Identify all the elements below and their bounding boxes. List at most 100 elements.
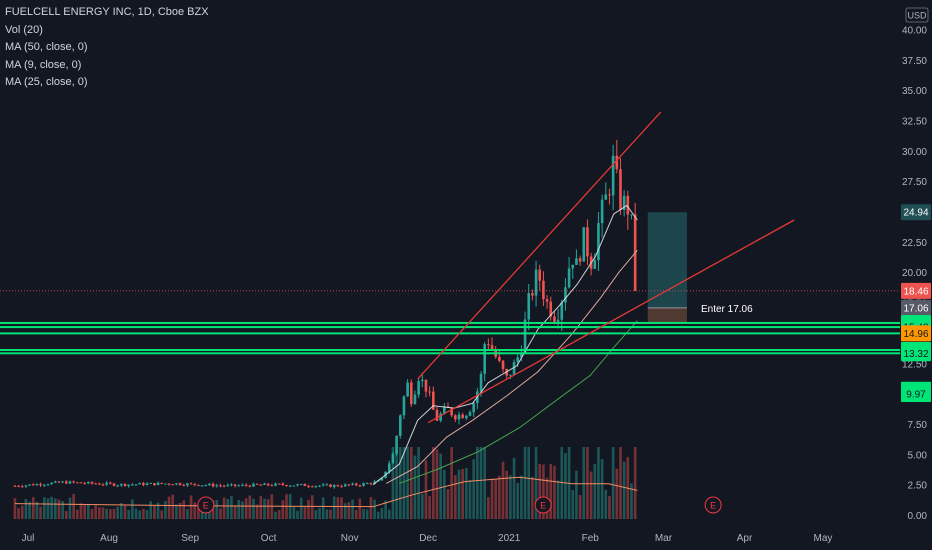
volume-bar-64 bbox=[248, 495, 252, 519]
candle-body-50 bbox=[197, 484, 200, 486]
candle-body-87 bbox=[332, 485, 336, 488]
candle-body-129 bbox=[487, 344, 490, 346]
candle-body-167 bbox=[626, 195, 630, 215]
candle-body-75 bbox=[288, 485, 292, 487]
volume-bar-35 bbox=[142, 508, 145, 519]
currency-label: USD bbox=[907, 11, 927, 21]
indicator-ma-25[interactable]: MA (25, close, 0) bbox=[5, 76, 88, 88]
earnings-marker-1 bbox=[534, 496, 552, 514]
candle-body-137 bbox=[516, 357, 520, 363]
candle-body-0 bbox=[13, 485, 17, 487]
volume-bar-47 bbox=[186, 509, 189, 519]
volume-bar-144 bbox=[542, 464, 545, 519]
volume-bar-147 bbox=[553, 465, 556, 519]
time-tick-1: Aug bbox=[100, 533, 118, 544]
volume-bar-46 bbox=[182, 500, 186, 519]
candle-body-120 bbox=[454, 415, 457, 420]
price-tick-14: 35.00 bbox=[902, 86, 927, 97]
price-tick-0: 0.00 bbox=[908, 511, 928, 522]
volume-bar-0 bbox=[13, 498, 17, 519]
volume-bar-18 bbox=[79, 503, 83, 519]
position-zones[interactable]: Enter 17.06 bbox=[647, 212, 753, 323]
volume-bar-28 bbox=[116, 506, 119, 519]
candle-body-86 bbox=[329, 484, 332, 488]
volume-bar-111 bbox=[420, 493, 424, 519]
volume-bar-62 bbox=[241, 501, 244, 519]
volume-bar-95 bbox=[362, 508, 365, 519]
candle-body-163 bbox=[611, 155, 615, 196]
price-labels: 24.9418.4617.0615.8215.4814.9613.5913.32… bbox=[901, 204, 931, 402]
indicator-ma-9[interactable]: MA (9, close, 0) bbox=[5, 58, 82, 71]
price-axis-bg bbox=[900, 0, 932, 550]
volume-bar-125 bbox=[472, 459, 475, 519]
candle-body-152 bbox=[571, 264, 575, 269]
support-13.3 bbox=[0, 352, 900, 355]
candle-body-160 bbox=[600, 199, 604, 224]
candle-body-115 bbox=[435, 409, 439, 421]
candle-body-166 bbox=[622, 195, 626, 210]
candle-body-28 bbox=[116, 485, 119, 487]
candle-body-128 bbox=[483, 344, 486, 374]
candle-body-19 bbox=[83, 483, 86, 485]
volume-bar-14 bbox=[65, 511, 68, 519]
volume-bar-169 bbox=[633, 447, 637, 519]
candle-body-77 bbox=[296, 484, 299, 486]
candle-body-96 bbox=[365, 483, 369, 485]
candle-body-108 bbox=[409, 382, 413, 405]
time-tick-4: Nov bbox=[341, 533, 359, 544]
candle-body-82 bbox=[314, 485, 318, 487]
candle-body-97 bbox=[369, 483, 373, 485]
candle-body-116 bbox=[439, 413, 442, 421]
price-label-9: 9.97 bbox=[906, 389, 926, 400]
price-tick-8: 20.00 bbox=[902, 268, 927, 279]
volume-bar-56 bbox=[219, 508, 222, 519]
trendlines[interactable] bbox=[417, 111, 795, 424]
candle-body-36 bbox=[145, 483, 149, 486]
candle-body-30 bbox=[123, 483, 127, 486]
indicator-volume[interactable]: Vol (20) bbox=[5, 23, 43, 36]
candle-body-95 bbox=[362, 483, 365, 486]
volume-bar-67 bbox=[259, 496, 263, 519]
indicator-ma-50[interactable]: MA (50, close, 0) bbox=[5, 41, 88, 53]
lower-trendline bbox=[427, 219, 795, 424]
time-axis[interactable]: Jul Aug Sep Oct Nov Dec 2021 Feb Mar Apr May bbox=[22, 533, 833, 544]
volume-bar-32 bbox=[131, 499, 134, 519]
volume-bar-58 bbox=[226, 498, 230, 519]
candle-body-112 bbox=[424, 379, 428, 392]
price-label-box-1 bbox=[901, 282, 931, 299]
volume-bar-124 bbox=[468, 480, 472, 519]
candle-body-39 bbox=[156, 482, 160, 486]
candle-body-17 bbox=[76, 482, 79, 484]
volume-bar-45 bbox=[178, 502, 182, 519]
time-tick-7: Feb bbox=[582, 533, 600, 544]
candle-body-144 bbox=[542, 280, 545, 300]
candle-body-142 bbox=[534, 269, 538, 296]
support-lines[interactable] bbox=[0, 290, 900, 355]
candle-body-149 bbox=[560, 302, 564, 320]
volume-bar-55 bbox=[215, 500, 219, 519]
volume-bar-98 bbox=[373, 499, 376, 519]
volume-bar-163 bbox=[611, 447, 615, 519]
symbol-title[interactable]: FUELCELL ENERGY INC, 1D, Cboe BZX bbox=[5, 6, 209, 18]
candle-body-83 bbox=[318, 485, 321, 487]
volume-bar-78 bbox=[299, 497, 303, 519]
volume-bar-129 bbox=[487, 497, 490, 519]
candle-body-154 bbox=[578, 258, 582, 262]
candle-body-71 bbox=[274, 483, 277, 486]
price-axis[interactable]: 0.002.505.007.5010.0012.5015.0017.5020.0… bbox=[900, 0, 932, 550]
candle-body-76 bbox=[292, 485, 296, 487]
volume-bar-166 bbox=[622, 461, 626, 519]
volume-bar-77 bbox=[296, 510, 299, 519]
volume-bar-96 bbox=[365, 509, 369, 519]
candle-body-91 bbox=[347, 484, 351, 486]
candle-body-123 bbox=[465, 415, 468, 419]
volume-bar-128 bbox=[483, 447, 486, 519]
volume-bar-150 bbox=[564, 452, 567, 519]
candle-body-63 bbox=[244, 484, 248, 486]
candle-body-33 bbox=[134, 484, 138, 486]
candle-body-148 bbox=[556, 319, 560, 322]
volume-bar-9 bbox=[46, 498, 50, 519]
candle-body-48 bbox=[189, 483, 193, 485]
